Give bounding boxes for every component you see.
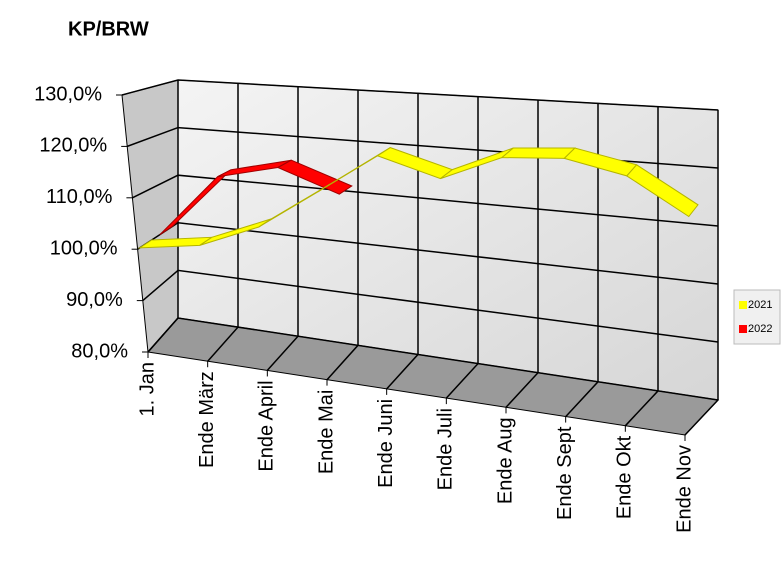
legend-label: 2022 xyxy=(748,323,772,335)
category-grid-line xyxy=(684,110,719,436)
category-grid-line xyxy=(207,83,239,362)
ribbon-segment xyxy=(500,147,577,159)
category-grid-line xyxy=(386,93,419,390)
ribbon-segment xyxy=(276,159,353,195)
x-tick-label: Ende Juni xyxy=(375,399,397,488)
legend: 2021 2022 xyxy=(733,289,781,345)
category-grid-line xyxy=(326,90,359,381)
category-grid-line xyxy=(565,103,599,418)
x-tick-label: Ende Sept xyxy=(554,426,576,520)
chart-title: KP/BRW xyxy=(68,18,149,40)
x-tick-label: Ende Nov xyxy=(673,445,695,533)
x-tick-label: Ende Okt xyxy=(614,435,636,519)
side-wall xyxy=(121,79,179,354)
category-grid-line xyxy=(147,80,179,353)
y-tick-label: 90,0% xyxy=(66,289,123,311)
category-grid-line xyxy=(624,106,659,427)
legend-box xyxy=(733,289,781,345)
category-grid-line xyxy=(445,96,479,399)
ribbon-segment xyxy=(626,164,699,218)
category-grid-line xyxy=(505,100,539,408)
legend-swatch xyxy=(739,325,747,333)
x-tick-label: Ende April xyxy=(256,380,278,471)
x-tick-label: Ende Mai xyxy=(315,390,337,475)
y-tick-label: 130,0% xyxy=(34,83,102,105)
legend-swatch xyxy=(739,301,747,309)
x-tick-label: Ende März xyxy=(196,371,218,468)
y-tick-label: 110,0% xyxy=(46,186,113,208)
y-tick-label: 100,0% xyxy=(50,237,118,259)
x-tick-label: Ende Aug xyxy=(494,417,516,504)
y-tick-label: 120,0% xyxy=(39,135,107,157)
legend-label: 2021 xyxy=(748,299,772,311)
y-tick-label: 80,0% xyxy=(71,340,128,362)
x-tick-label: 1. Jan xyxy=(136,362,158,416)
x-tick-label: Ende Juli xyxy=(435,408,457,490)
